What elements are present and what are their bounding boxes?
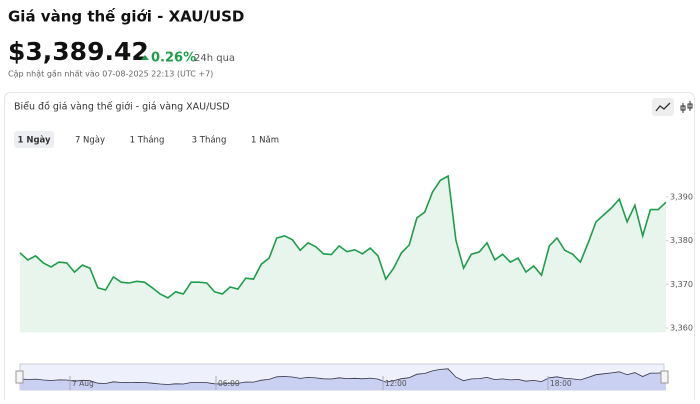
up-arrow <box>141 55 149 60</box>
navigator-content: 7 Aug 06:00 12:00 18:00 <box>19 368 667 390</box>
y-tick-label: 3,370 <box>670 280 693 289</box>
nav-handle-left[interactable] <box>15 370 24 384</box>
tab[interactable]: 3 Tháng <box>192 136 227 146</box>
tab[interactable]: 7 Ngày <box>75 136 105 146</box>
chart-card <box>4 92 695 404</box>
area <box>20 176 666 333</box>
plot: 3,360 3,370 3,380 3,390 <box>19 174 693 333</box>
line-icon[interactable] <box>652 98 674 116</box>
tab[interactable]: 1 Ngày <box>17 136 51 146</box>
page-title: Giá vàng thế giới - XAU/USD <box>8 7 244 26</box>
y-tick-label: 3,360 <box>670 324 693 333</box>
navigator-label: 7 Aug <box>72 379 94 388</box>
tabs: 1 Ngày 7 Ngày 1 Tháng 3 Tháng 1 Năm <box>14 131 279 148</box>
card-title: Biểu đồ giá vàng thế giới - giá vàng XAU… <box>14 102 230 113</box>
y-tick-label: 3,390 <box>670 192 693 201</box>
tab[interactable]: 1 Tháng <box>130 136 165 146</box>
y-tick-label: 3,380 <box>670 236 693 245</box>
navigator-label: 06:00 <box>218 379 240 388</box>
navigator-area <box>20 368 666 390</box>
line-icon-glyph <box>655 102 671 112</box>
period: 24h qua <box>194 53 235 64</box>
navigator-label: 18:00 <box>550 379 572 388</box>
tab[interactable]: 1 Năm <box>251 136 279 146</box>
price-line <box>19 174 667 299</box>
navigator-line <box>19 368 667 385</box>
candle-icon[interactable] <box>680 101 693 113</box>
change: 0.26% <box>151 51 196 66</box>
nav-handle-right[interactable] <box>660 370 669 384</box>
tab-active-bg <box>14 131 54 148</box>
updated: Cập nhật gần nhất vào 07-08-2025 22:13 (… <box>8 69 213 80</box>
price: $3,389.42 <box>8 37 149 66</box>
navigator-label: 12:00 <box>385 379 407 388</box>
